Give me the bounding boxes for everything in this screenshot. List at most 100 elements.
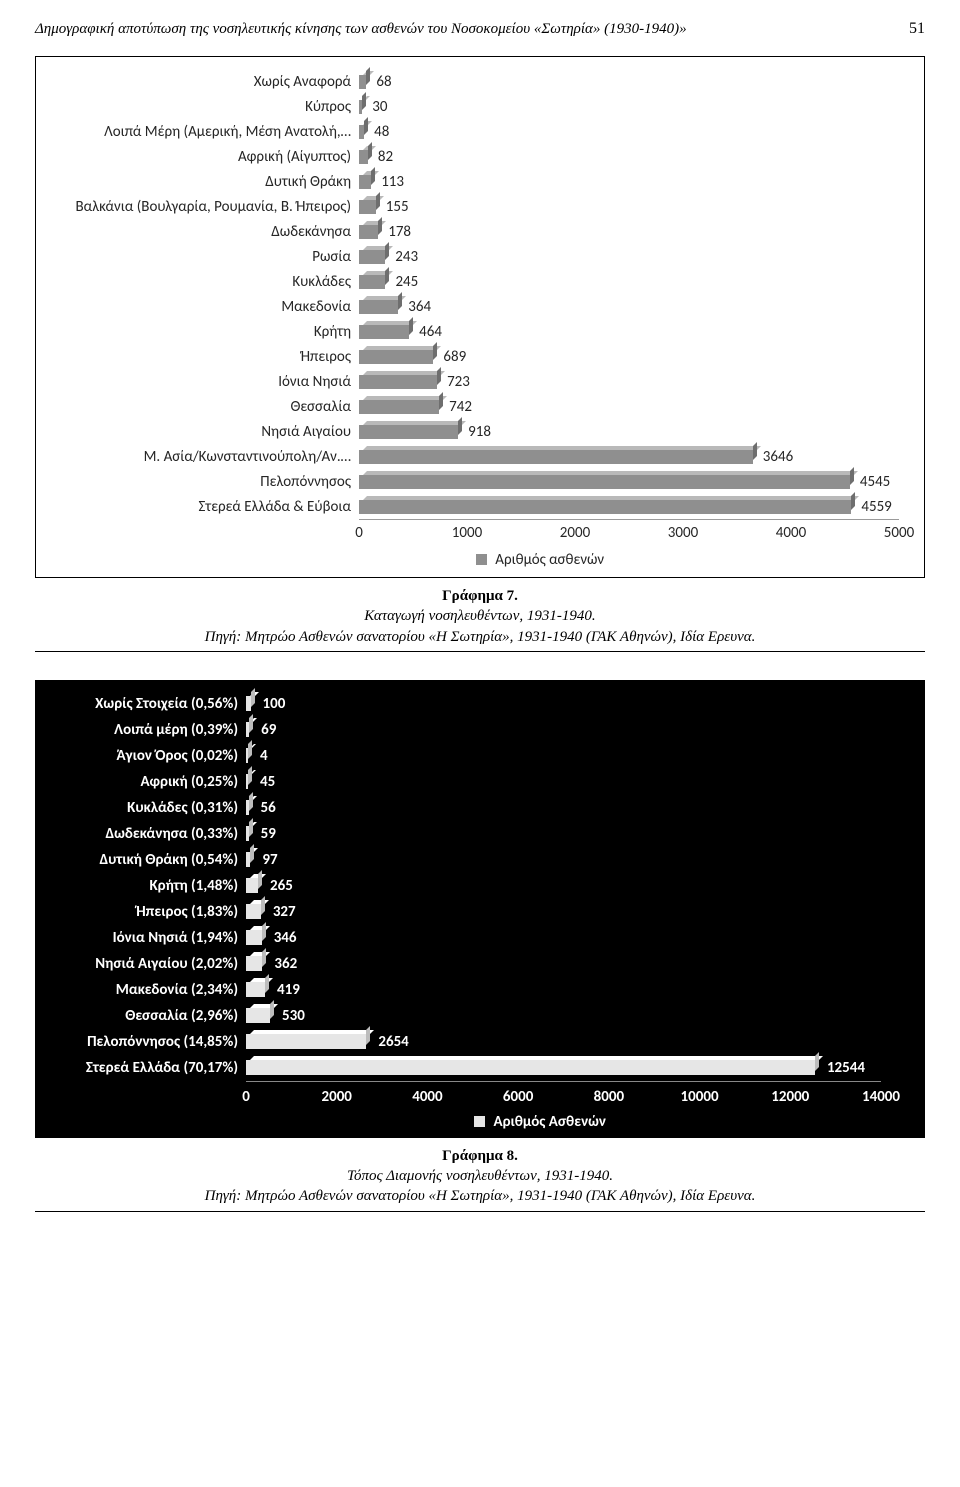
- chart-1-row: Κρήτη464: [359, 319, 899, 344]
- bar-value: 4: [260, 747, 268, 765]
- bar-value: 245: [395, 273, 418, 291]
- chart-2-row: Χωρίς Στοιχεία (0,56%)100: [246, 691, 881, 717]
- bar-label: Στερεά Ελλάδα & Εύβοια: [199, 498, 359, 516]
- bar-label: Χωρίς Αναφορά: [254, 73, 359, 91]
- bar: [246, 696, 251, 711]
- bar: [359, 425, 458, 439]
- bar: [246, 1034, 366, 1049]
- bar-label: Χωρίς Στοιχεία (0,56%): [95, 695, 246, 713]
- chart-1-row: Αφρική (Αίγυπτος)82: [359, 144, 899, 169]
- bar-value: 346: [274, 929, 297, 947]
- chart-2-frame: Χωρίς Στοιχεία (0,56%)100Λοιπά μέρη (0,3…: [35, 680, 925, 1138]
- bar: [246, 722, 249, 737]
- bar-value: 2654: [378, 1033, 408, 1051]
- bar: [359, 75, 366, 89]
- x-tick: 10000: [681, 1088, 719, 1106]
- bar: [359, 150, 368, 164]
- chart-1-row: Δυτική Θράκη113: [359, 169, 899, 194]
- bar-label: Θεσσαλία (2,96%): [125, 1007, 246, 1025]
- bar-value: 56: [261, 799, 276, 817]
- bar-value: 178: [388, 223, 411, 241]
- caption-title: Γράφημα 8.: [35, 1146, 925, 1166]
- bar-label: Νησιά Αιγαίου: [261, 423, 359, 441]
- bar: [359, 450, 753, 464]
- bar: [246, 852, 250, 867]
- x-tick: 0: [355, 524, 363, 542]
- bar: [359, 500, 851, 514]
- bar-label: Λοιπά Μέρη (Αμερική, Μέση Ανατολή,…: [104, 123, 359, 141]
- legend-label: Αριθμός Ασθενών: [494, 1113, 606, 1131]
- x-tick: 3000: [668, 524, 698, 542]
- chart-2-row: Πελοπόννησος (14,85%)2654: [246, 1029, 881, 1055]
- chart-1-row: Μακεδονία364: [359, 294, 899, 319]
- bar-label: Βαλκάνια (Βουλγαρία, Ρουμανία, Β. Ήπειρο…: [76, 198, 360, 216]
- bar: [359, 275, 385, 289]
- bar: [246, 878, 258, 893]
- bar-label: Δωδεκάνησα (0,33%): [106, 825, 247, 843]
- bar: [246, 800, 249, 815]
- bar-label: Ήπειρος: [301, 348, 359, 366]
- bar-value: 530: [282, 1007, 305, 1025]
- bar-value: 4545: [860, 473, 890, 491]
- bar-value: 68: [376, 73, 391, 91]
- bar-value: 155: [386, 198, 409, 216]
- bar-label: Πελοπόννησος (14,85%): [87, 1033, 246, 1051]
- bar: [246, 904, 261, 919]
- bar-label: Δυτική Θράκη: [265, 173, 359, 191]
- bar: [359, 300, 398, 314]
- separator: [35, 1211, 925, 1212]
- chart-1-row: Λοιπά Μέρη (Αμερική, Μέση Ανατολή,…48: [359, 119, 899, 144]
- x-tick: 12000: [771, 1088, 809, 1106]
- bar-value: 82: [378, 148, 393, 166]
- chart-2-row: Λοιπά μέρη (0,39%)69: [246, 717, 881, 743]
- bar: [246, 956, 262, 971]
- chart-1-row: Ήπειρος689: [359, 344, 899, 369]
- chart-2-row: Αφρική (0,25%)45: [246, 769, 881, 795]
- bar-value: 419: [277, 981, 300, 999]
- bar: [359, 375, 437, 389]
- bar: [359, 400, 439, 414]
- bar-label: Αφρική (Αίγυπτος): [238, 148, 359, 166]
- bar: [246, 930, 262, 945]
- bar-value: 97: [262, 851, 277, 869]
- legend-label: Αριθμός ασθενών: [495, 551, 604, 569]
- chart-2-inner: Χωρίς Στοιχεία (0,56%)100Λοιπά μέρη (0,3…: [36, 681, 924, 1137]
- bar: [359, 475, 850, 489]
- x-tick: 0: [242, 1088, 250, 1106]
- chart-1-row: Θεσσαλία742: [359, 394, 899, 419]
- chart-1-frame: Χωρίς Αναφορά 68 Κύπρος 30 Λοιπά Μέρη (Αμερι…: [35, 56, 925, 578]
- bar: [246, 748, 248, 763]
- bar-label: Κύπρος: [305, 98, 359, 116]
- bar-label: Άγιον Όρος (0,02%): [116, 747, 246, 765]
- chart-1-row: Νησιά Αιγαίου918: [359, 419, 899, 444]
- running-title: Δημογραφική αποτύπωση της νοσηλευτικής κ…: [35, 21, 687, 38]
- chart-1-caption: Γράφημα 7. Καταγωγή νοσηλευθέντων, 1931-…: [35, 586, 925, 647]
- bar-value: 30: [372, 98, 387, 116]
- chart-2-row: Νησιά Αιγαίου (2,02%)362: [246, 951, 881, 977]
- x-tick: 2000: [560, 524, 590, 542]
- bar: [359, 200, 376, 214]
- bar-label: Ιόνια Νησιά (1,94%): [113, 929, 246, 947]
- bar-label: Στερεά Ελλάδα (70,17%): [86, 1059, 246, 1077]
- chart-1-row: Μ. Ασία/Κωνσταντινούπολη/Αν.…3646: [359, 444, 899, 469]
- chart-2-row: Δυτική Θράκη (0,54%)97: [246, 847, 881, 873]
- bar-label: Μακεδονία: [281, 298, 359, 316]
- bar-value: 113: [381, 173, 404, 191]
- bar-value: 45: [260, 773, 275, 791]
- bar-value: 327: [273, 903, 296, 921]
- bar-label: Λοιπά μέρη (0,39%): [114, 721, 246, 739]
- bar: [246, 1060, 815, 1075]
- x-tick: 8000: [594, 1088, 624, 1106]
- chart-2-row: Ήπειρος (1,83%)327: [246, 899, 881, 925]
- x-tick: 1000: [452, 524, 482, 542]
- caption-subtitle: Καταγωγή νοσηλευθέντων, 1931-1940.: [35, 606, 925, 626]
- chart-1-row: Ιόνια Νησιά723: [359, 369, 899, 394]
- x-tick: 6000: [503, 1088, 533, 1106]
- bar: [359, 250, 385, 264]
- bar: [359, 350, 433, 364]
- bar-label: Κρήτη (1,48%): [149, 877, 246, 895]
- bar-value: 48: [374, 123, 389, 141]
- separator: [35, 651, 925, 652]
- bar-label: Κυκλάδες (0,31%): [127, 799, 246, 817]
- x-tick: 5000: [884, 524, 914, 542]
